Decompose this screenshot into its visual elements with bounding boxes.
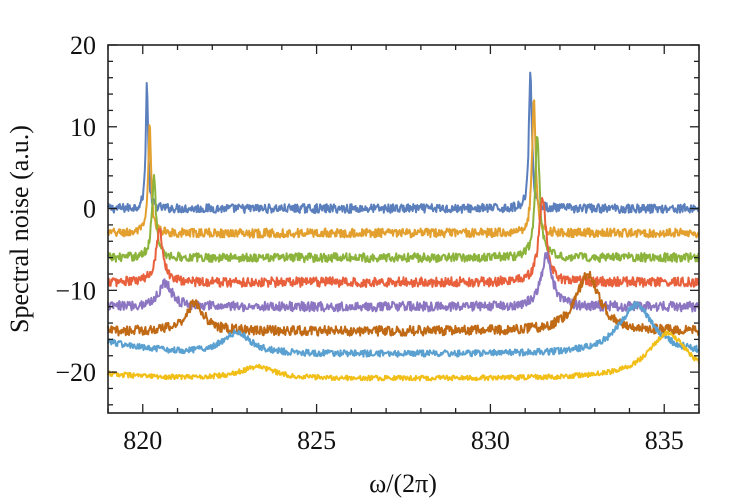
x-axis-title: ω/(2π) bbox=[369, 469, 437, 498]
series-layer bbox=[107, 71, 700, 382]
x-tick-label: 830 bbox=[471, 426, 510, 455]
series-line-1 bbox=[107, 71, 700, 214]
series-line-5 bbox=[107, 251, 700, 313]
series-line-7 bbox=[107, 301, 700, 358]
series-line-2 bbox=[107, 99, 700, 239]
series-line-3 bbox=[107, 136, 700, 264]
ticks-layer: 820 825 830 835 20 10 0 −10 −20 bbox=[55, 31, 700, 455]
y-tick-label: −20 bbox=[55, 358, 96, 387]
series-line-6 bbox=[107, 270, 700, 337]
y-tick-label: −10 bbox=[55, 276, 96, 305]
y-tick-label: 10 bbox=[70, 113, 96, 142]
series-line-4 bbox=[107, 197, 700, 288]
x-tick-label: 820 bbox=[123, 426, 162, 455]
series-line-8 bbox=[107, 330, 700, 382]
y-tick-label: 0 bbox=[83, 195, 96, 224]
y-tick-label: 20 bbox=[70, 31, 96, 60]
y-axis-title: Spectral noise (a.u.) bbox=[5, 125, 34, 333]
x-tick-label: 825 bbox=[297, 426, 336, 455]
plot-frame bbox=[107, 44, 700, 414]
x-tick-label: 835 bbox=[645, 426, 684, 455]
